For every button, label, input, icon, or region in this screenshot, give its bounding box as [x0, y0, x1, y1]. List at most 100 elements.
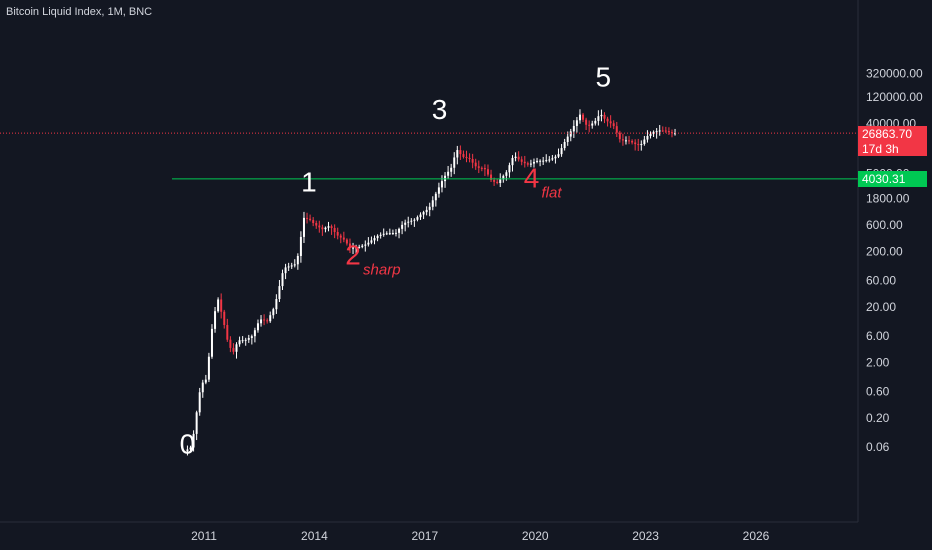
time-axis[interactable]: 2011 2014 2017 2020 2023 2026: [191, 529, 770, 543]
candle-body: [499, 179, 502, 184]
candle-body: [566, 136, 569, 142]
candle-body: [612, 123, 615, 127]
candle-body: [345, 239, 348, 244]
candle-body: [667, 131, 670, 133]
candle-body: [339, 235, 342, 238]
candle-body: [569, 131, 572, 137]
candle-body: [517, 156, 520, 160]
candle-body: [459, 150, 462, 155]
candle-body: [658, 130, 661, 132]
candle-body: [532, 161, 535, 164]
wave-sublabel-sharp: sharp: [363, 262, 401, 279]
candle-body: [244, 339, 247, 341]
candle-body: [621, 139, 624, 141]
candle-body: [226, 324, 229, 340]
candle-body: [422, 212, 425, 215]
candle-body: [266, 320, 269, 322]
candle-body: [217, 299, 220, 312]
candle-body: [192, 433, 195, 448]
y-tick-label: 0.60: [866, 384, 890, 398]
candle-body: [628, 140, 631, 142]
candle-body: [637, 144, 640, 146]
candle-body: [198, 392, 201, 413]
chart-title: Bitcoin Liquid Index, 1M, BNC: [6, 6, 153, 18]
candle-body: [247, 338, 250, 340]
candle-body: [560, 148, 563, 155]
candle-body: [505, 172, 508, 176]
candle-body: [536, 160, 539, 162]
candle-body: [327, 226, 330, 228]
horizontal-line-price-label: 4030.31: [858, 170, 927, 187]
candle-body: [186, 449, 189, 452]
elliott-wave-labels: 0 1 2 sharp 3 4 flat 5: [180, 62, 611, 460]
candle-body: [293, 264, 296, 266]
candle-body: [370, 240, 373, 243]
candle-body: [575, 120, 578, 126]
y-tick-label: 1800.00: [866, 191, 910, 205]
candle-body: [229, 339, 232, 348]
candle-body: [260, 319, 263, 324]
candle-body: [585, 119, 588, 125]
candle-body: [287, 266, 290, 268]
candle-body: [465, 156, 468, 158]
candle-body: [284, 267, 287, 274]
wave-label-3: 3: [432, 94, 448, 125]
candles-group: [186, 109, 677, 456]
candle-body: [318, 225, 321, 228]
y-tick-label: 2.00: [866, 355, 890, 369]
candle-body: [253, 330, 256, 337]
y-tick-label: 60.00: [866, 273, 896, 287]
candle-body: [661, 130, 664, 132]
candle-body: [615, 126, 618, 133]
candle-body: [348, 243, 351, 248]
candle-body: [309, 218, 312, 221]
candle-body: [388, 233, 391, 235]
price-axis[interactable]: 320000.00120000.0040000.005000.001800.00…: [866, 66, 923, 453]
candle-body: [649, 133, 652, 136]
candle-body: [238, 340, 241, 345]
candle-body: [385, 233, 388, 235]
current-price-value: 26863.70: [862, 127, 913, 142]
candle-body: [361, 245, 364, 247]
y-tick-label: 320000.00: [866, 66, 923, 80]
x-tick-label: 2011: [191, 529, 217, 543]
wave-label-2: 2: [345, 240, 361, 271]
candle-body: [624, 140, 627, 142]
candle-body: [315, 223, 318, 226]
candle-body: [434, 193, 437, 201]
candle-body: [520, 159, 523, 162]
wave-label-5: 5: [595, 62, 611, 93]
wave-label-0: 0: [180, 429, 196, 460]
candle-body: [431, 200, 434, 207]
wave-label-4: 4: [524, 163, 540, 194]
candle-body: [275, 299, 278, 310]
candle-body: [591, 123, 594, 126]
candle-body: [189, 447, 192, 450]
candle-body: [578, 114, 581, 121]
y-tick-label: 600.00: [866, 218, 903, 232]
candle-body: [453, 157, 456, 168]
y-tick-label: 6.00: [866, 329, 890, 343]
candle-body: [634, 142, 637, 145]
candle-body: [352, 247, 355, 249]
candle-body: [496, 181, 499, 184]
candle-body: [597, 116, 600, 121]
candle-body: [382, 233, 385, 235]
candle-body: [367, 242, 370, 245]
candle-body: [652, 131, 655, 134]
candle-body: [232, 347, 235, 352]
candle-body: [529, 163, 532, 165]
candle-body: [609, 121, 612, 124]
candle-body: [250, 336, 253, 339]
candle-body: [450, 167, 453, 172]
candle-body: [410, 220, 413, 222]
candle-body: [241, 340, 244, 342]
candle-body: [664, 130, 667, 132]
candle-body: [542, 160, 545, 162]
candle-body: [419, 214, 422, 218]
candle-body: [462, 154, 465, 157]
candle-body: [594, 120, 597, 124]
candle-body: [526, 163, 529, 165]
x-tick-label: 2020: [522, 529, 549, 543]
